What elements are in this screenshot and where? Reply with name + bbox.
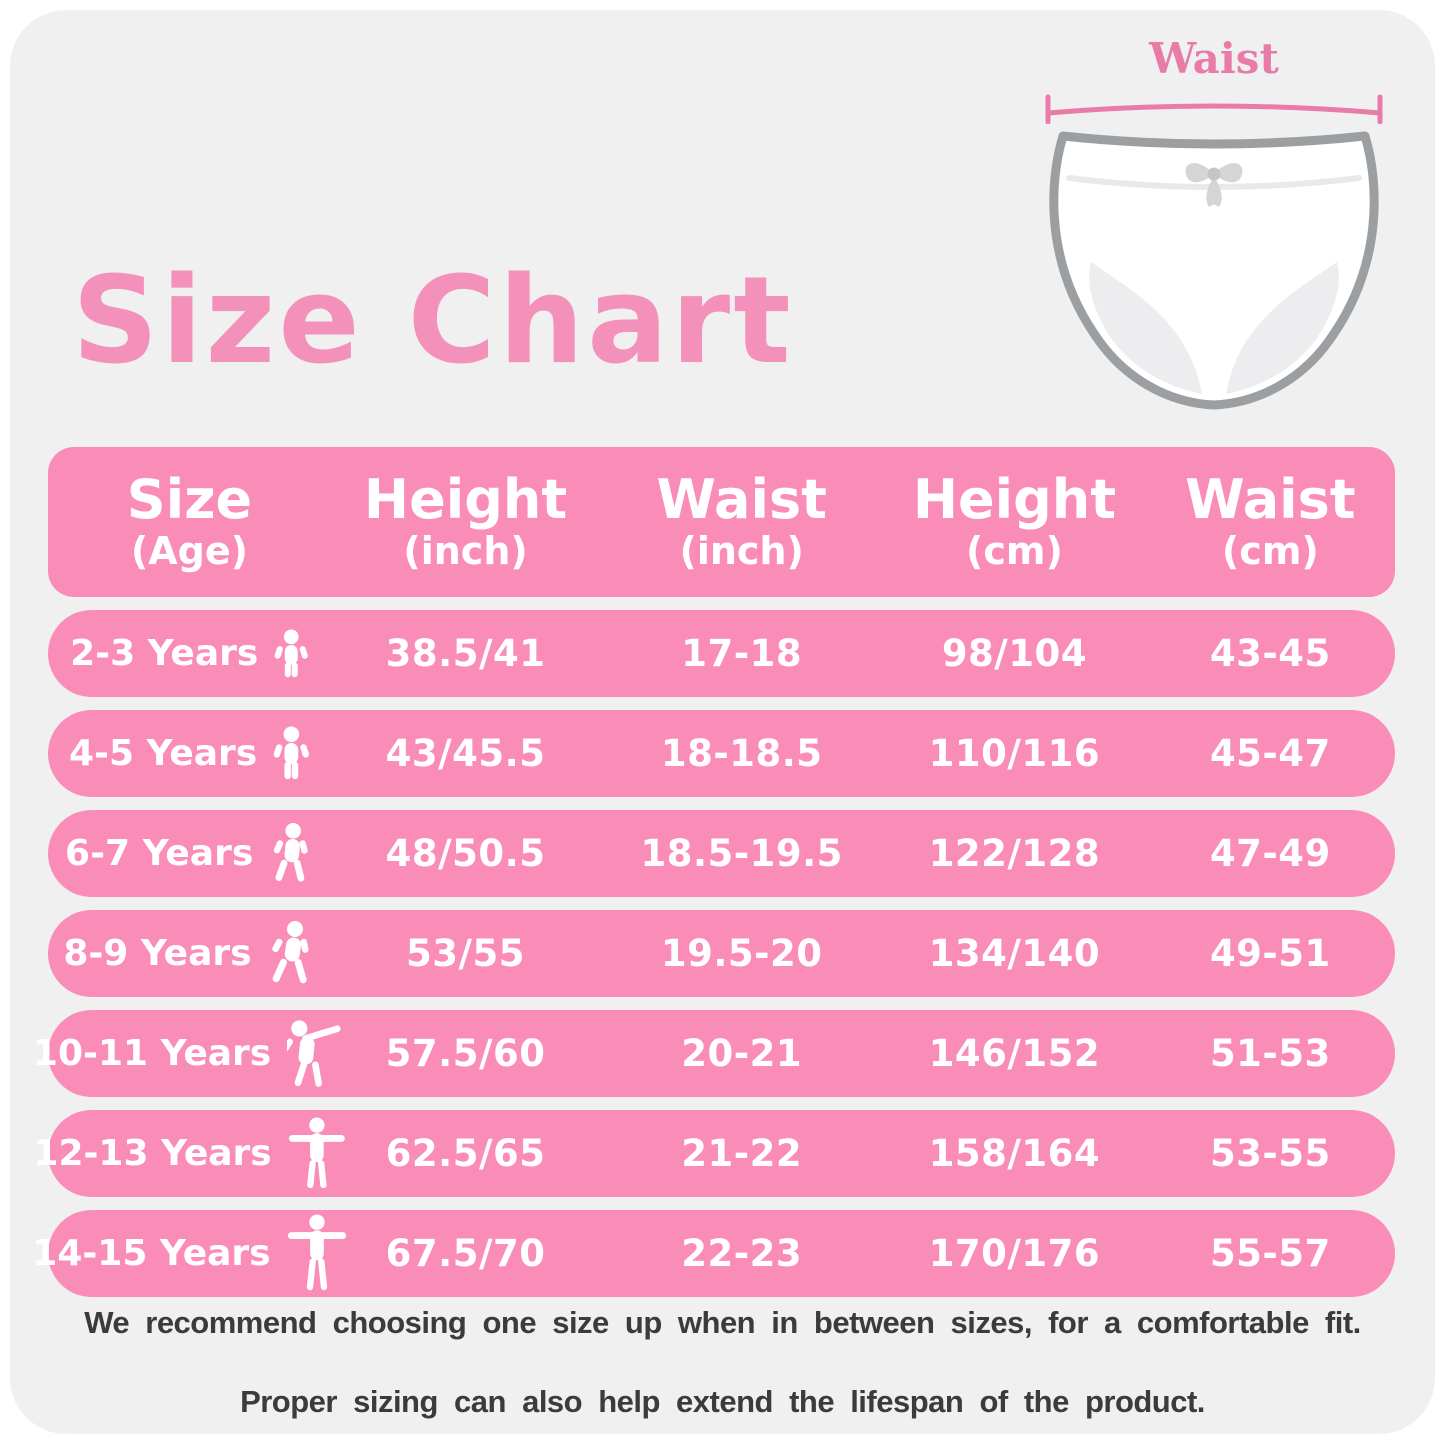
toddler-standing-icon	[273, 726, 310, 780]
waist-inch-cell: 18-18.5	[660, 732, 823, 775]
waist-cm-cell: 55-57	[1209, 1232, 1331, 1275]
height-inch-cell: 48/50.5	[385, 832, 546, 875]
height-cm-cell: 122/128	[928, 832, 1101, 875]
waist-cm-cell: 53-55	[1209, 1132, 1331, 1175]
waist-inch-cell: 21-22	[681, 1132, 803, 1175]
size-table: Size (Age) Height (inch) Waist (inch) He…	[32, 447, 1395, 1297]
height-inch-cell: 43/45.5	[385, 732, 546, 775]
height-cm-cell: 110/116	[928, 732, 1101, 775]
age-cell: 8-9 Years	[48, 920, 331, 987]
table-header-row: Size (Age) Height (inch) Waist (inch) He…	[48, 447, 1395, 597]
child-walking-icon	[271, 920, 309, 983]
column-header-size-age: Size (Age)	[126, 467, 253, 574]
table-row: 10-11 Years 57.5/60 20-21 146/152 51-53	[33, 1010, 1395, 1097]
table-row: 12-13 Years 62.5/65 21-22 158/164 53-55	[33, 1110, 1395, 1197]
waist-inch-cell: 20-21	[681, 1032, 803, 1075]
age-cell: 4-5 Years	[48, 726, 331, 781]
table-row: 8-9 Years 53/55 19.5-20 134/140 49-51	[48, 910, 1395, 997]
height-cm-cell: 98/104	[941, 632, 1088, 675]
column-header-height-inch: Height (inch)	[363, 467, 568, 574]
waist-measurement-illustration: Waist	[1038, 34, 1390, 428]
footnote-lifespan: Proper sizing can also help extend the l…	[240, 1384, 1205, 1419]
height-inch-cell: 38.5/41	[385, 632, 546, 675]
column-header-waist-cm: Waist (cm)	[1185, 467, 1356, 574]
height-cm-cell: 134/140	[928, 932, 1101, 975]
waist-inch-cell: 22-23	[681, 1232, 803, 1275]
table-row: 2-3 Years 38.5/41 17-18 98/104 43-45	[48, 610, 1395, 697]
age-cell: 6-7 Years	[48, 822, 331, 885]
waist-cm-cell: 49-51	[1209, 932, 1331, 975]
waist-inch-cell: 18.5-19.5	[640, 832, 843, 875]
child-dancing-icon	[287, 1019, 341, 1087]
height-inch-cell: 67.5/70	[385, 1232, 546, 1275]
table-row: 4-5 Years 43/45.5 18-18.5 110/116 45-47	[48, 710, 1395, 797]
waist-label: Waist	[1149, 34, 1279, 83]
waist-cm-cell: 47-49	[1209, 832, 1331, 875]
waist-inch-cell: 17-18	[681, 632, 803, 675]
height-cm-cell: 146/152	[928, 1032, 1101, 1075]
teen-arms-out-icon	[287, 1213, 346, 1290]
briefs-illustration	[1049, 131, 1379, 410]
child-walking-icon	[274, 822, 308, 882]
height-cm-cell: 170/176	[928, 1232, 1101, 1275]
table-row: 6-7 Years 48/50.5 18.5-19.5 122/128 47-4…	[48, 810, 1395, 897]
height-inch-cell: 62.5/65	[385, 1132, 546, 1175]
bow-icon	[1185, 163, 1243, 208]
table-row: 14-15 Years 67.5/70 22-23 170/176 55-57	[32, 1210, 1395, 1297]
height-inch-cell: 57.5/60	[385, 1032, 546, 1075]
height-inch-cell: 53/55	[406, 932, 526, 975]
age-cell: 14-15 Years	[32, 1213, 346, 1294]
waist-cm-cell: 51-53	[1209, 1032, 1331, 1075]
waist-inch-cell: 19.5-20	[660, 932, 823, 975]
age-cell: 10-11 Years	[33, 1018, 341, 1090]
waist-measurement-arrow-icon	[1045, 94, 1383, 125]
waist-cm-cell: 43-45	[1209, 632, 1331, 675]
age-cell: 2-3 Years	[48, 628, 331, 679]
column-header-height-cm: Height (cm)	[912, 467, 1117, 574]
page-title: Size Chart	[72, 252, 794, 391]
height-cm-cell: 158/164	[928, 1132, 1101, 1175]
age-cell: 12-13 Years	[33, 1116, 345, 1191]
footnote-size-up: We recommend choosing one size up when i…	[84, 1305, 1361, 1340]
waist-cm-cell: 45-47	[1209, 732, 1331, 775]
column-header-waist-inch: Waist (inch)	[656, 467, 827, 574]
baby-standing-icon	[274, 628, 309, 677]
teen-arms-out-icon	[288, 1116, 345, 1188]
